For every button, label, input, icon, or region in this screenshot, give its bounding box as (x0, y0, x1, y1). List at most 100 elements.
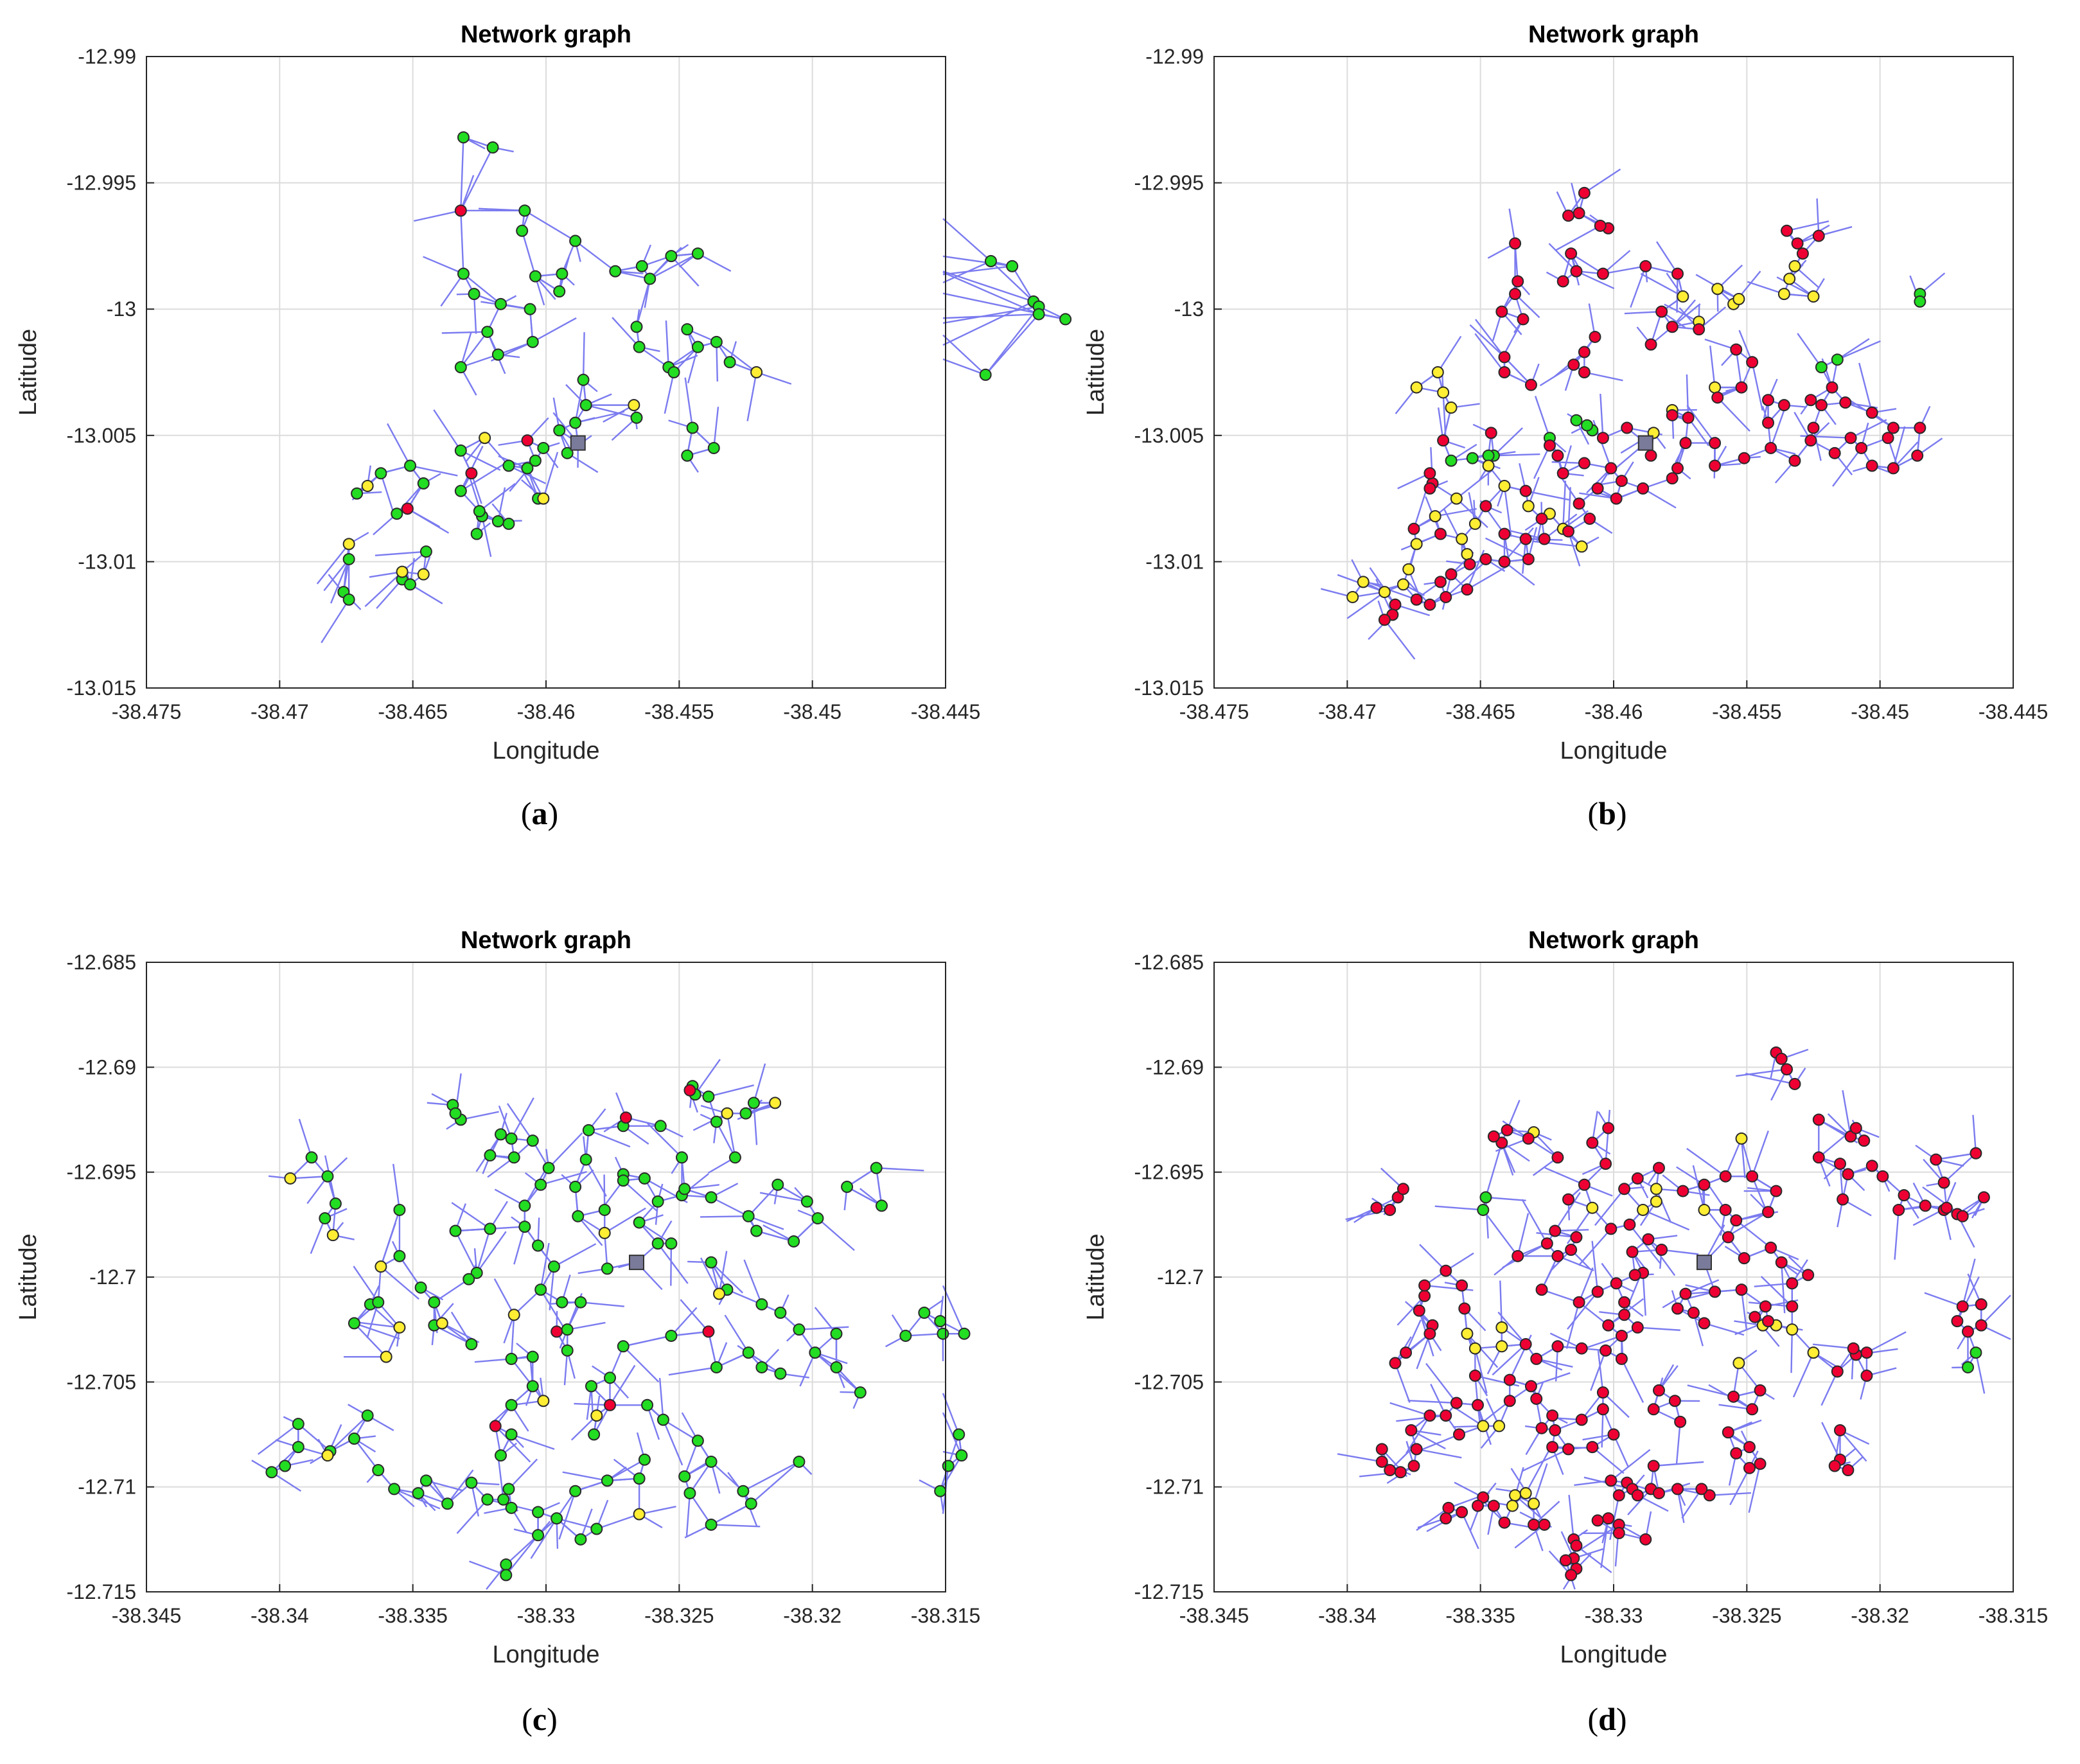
node-red (1410, 593, 1423, 606)
street-edge (1578, 1301, 1609, 1327)
node-green (641, 1398, 654, 1411)
node-red (1775, 1256, 1788, 1269)
node-red (1498, 351, 1511, 364)
street-edge (713, 407, 719, 448)
street-edge (440, 273, 464, 307)
y-tick-label: -12.705 (66, 1370, 136, 1393)
node-green (491, 515, 504, 527)
node-red (1765, 1241, 1777, 1254)
street-edge (1676, 274, 1679, 313)
y-tick-label: -12.685 (66, 951, 136, 974)
node-yellow (1468, 1342, 1481, 1355)
street-edge (694, 1059, 721, 1095)
street-edge (1866, 1331, 1907, 1354)
node-red (1512, 275, 1524, 288)
node-red (1589, 330, 1601, 343)
node-red (1844, 432, 1857, 445)
street-edge (1709, 1492, 1752, 1496)
street-edge (1962, 1258, 1976, 1307)
street-edge (1709, 346, 1716, 388)
node-red (1565, 1569, 1578, 1582)
street-edge (556, 1517, 597, 1530)
node-yellow (375, 1260, 387, 1273)
node-red (1631, 1321, 1644, 1334)
y-tick-label: -12.715 (1134, 1580, 1204, 1603)
node-red (1479, 500, 1492, 513)
node-green (809, 1346, 822, 1359)
street-edge (1445, 563, 1484, 598)
node-red (1919, 1199, 1932, 1212)
street-edge (258, 1423, 299, 1455)
street-edge (942, 218, 992, 262)
street-edge (1567, 1291, 1599, 1330)
street-edge (1369, 567, 1396, 605)
node-red (1602, 1319, 1615, 1332)
node-red (1596, 432, 1609, 445)
node-green (500, 1558, 513, 1571)
street-edge (513, 1226, 525, 1265)
node-green (529, 454, 542, 467)
node-yellow (1461, 1327, 1474, 1340)
street-edge (604, 1207, 646, 1234)
street-edge (1474, 1348, 1488, 1394)
node-red (1666, 472, 1679, 485)
node-green (750, 1224, 763, 1237)
node-yellow (1575, 540, 1588, 553)
street-edge (508, 1458, 538, 1490)
street-edge (588, 1129, 631, 1148)
node-red (1749, 1310, 1761, 1323)
node-green (537, 441, 550, 454)
node-red (1407, 1460, 1420, 1472)
node-red (1452, 1428, 1465, 1441)
node-red (1828, 446, 1841, 459)
node-green (601, 1474, 613, 1487)
node-yellow (1482, 459, 1495, 472)
node-green (667, 366, 680, 378)
street-edge (1583, 168, 1621, 194)
node-red (1666, 321, 1679, 333)
street-edge (456, 1499, 488, 1534)
node-red (1549, 1224, 1562, 1237)
node-red (1639, 260, 1652, 272)
street-edge (1554, 1192, 1581, 1231)
street-edge (635, 278, 651, 328)
node-red (1722, 1426, 1734, 1439)
node-green (942, 1460, 955, 1472)
street-edge (423, 256, 464, 275)
node-green (391, 507, 403, 520)
node-green (1482, 449, 1495, 462)
street-edge (1467, 1333, 1499, 1368)
street-edge (310, 1218, 326, 1255)
node-green (551, 1512, 563, 1525)
source-node (1696, 1255, 1712, 1271)
street-edge (1600, 393, 1604, 438)
street-edge (1493, 427, 1523, 457)
street-edge (463, 273, 502, 305)
node-yellow (1650, 1195, 1662, 1208)
node-red (1440, 1512, 1452, 1525)
x-tick-label: -38.335 (1445, 1604, 1515, 1627)
node-green (470, 527, 483, 540)
node-red (1849, 1122, 1862, 1134)
node-red (1804, 394, 1817, 407)
node-yellow (1650, 1183, 1662, 1195)
node-red (1730, 1447, 1743, 1460)
street-edge (1419, 1244, 1447, 1272)
node-red (1384, 1203, 1397, 1216)
node-green (830, 1327, 843, 1340)
street-edge (316, 543, 350, 585)
street-edge (876, 1167, 924, 1172)
street-edge (1736, 1068, 1787, 1077)
street-edge (1729, 1467, 1750, 1506)
node-yellow (1807, 290, 1820, 303)
node-red (1423, 482, 1436, 495)
street-edge (1548, 243, 1577, 272)
y-tick-label: -13 (107, 297, 136, 321)
node-red (1746, 356, 1759, 369)
street-edge (1655, 1188, 1672, 1223)
node-red (1722, 1231, 1734, 1244)
node-green (633, 1216, 646, 1229)
street-edge (511, 1433, 555, 1451)
street-edge (461, 1111, 499, 1121)
node-red (1777, 399, 1790, 412)
